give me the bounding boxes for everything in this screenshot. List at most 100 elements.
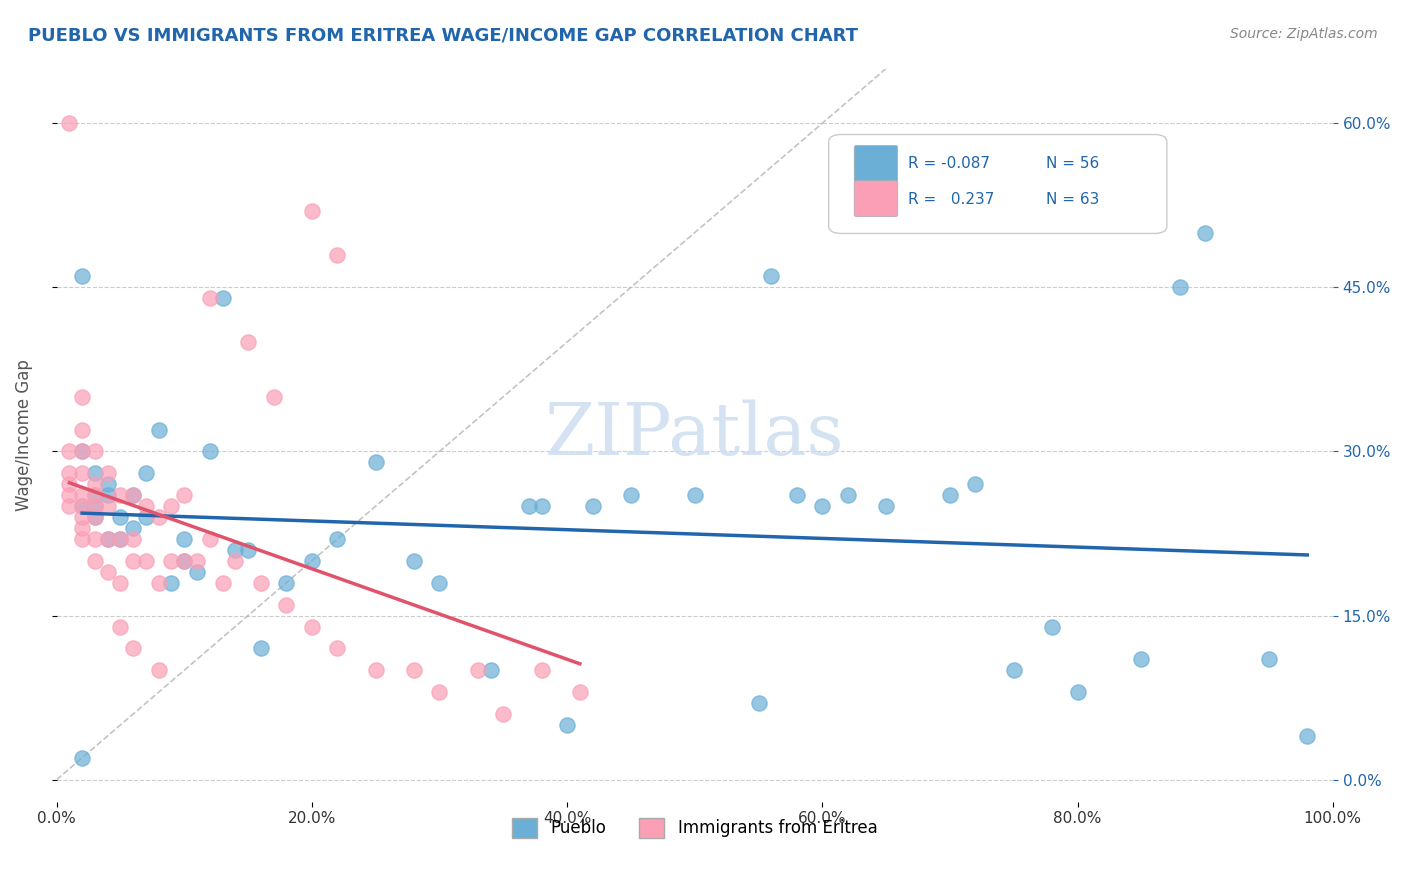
Point xyxy=(364,663,387,677)
Point xyxy=(326,641,349,656)
Legend: Pueblo, Immigrants from Eritrea: Pueblo, Immigrants from Eritrea xyxy=(505,811,884,845)
Point xyxy=(467,663,489,677)
Point xyxy=(965,477,987,491)
Point xyxy=(70,269,93,284)
Point xyxy=(97,532,120,546)
Text: ZIPatlas: ZIPatlas xyxy=(546,400,845,470)
Point xyxy=(1296,729,1319,743)
Point xyxy=(83,488,105,502)
Point xyxy=(122,488,145,502)
Point xyxy=(326,247,349,261)
Point xyxy=(301,554,323,568)
Point xyxy=(198,444,221,458)
Point xyxy=(97,467,120,481)
Point xyxy=(198,291,221,305)
Point xyxy=(811,499,834,513)
Point xyxy=(110,510,132,524)
Point xyxy=(58,477,80,491)
Point xyxy=(301,619,323,633)
Point xyxy=(211,575,233,590)
Point xyxy=(70,390,93,404)
Point xyxy=(110,575,132,590)
Point xyxy=(110,488,132,502)
Point xyxy=(837,488,859,502)
Point xyxy=(70,467,93,481)
Point xyxy=(58,467,80,481)
Point xyxy=(875,499,897,513)
Point xyxy=(110,532,132,546)
Point xyxy=(70,521,93,535)
Point xyxy=(1040,619,1063,633)
Text: R =   0.237: R = 0.237 xyxy=(908,192,994,207)
Point xyxy=(429,575,451,590)
Point xyxy=(83,510,105,524)
Point xyxy=(236,334,259,349)
Point xyxy=(83,499,105,513)
Point xyxy=(97,565,120,579)
Point xyxy=(83,532,105,546)
Point xyxy=(97,532,120,546)
Point xyxy=(224,554,246,568)
Point xyxy=(263,390,285,404)
Point xyxy=(1130,652,1153,666)
Point xyxy=(236,543,259,558)
Point xyxy=(1258,652,1281,666)
Point xyxy=(110,532,132,546)
Point xyxy=(939,488,962,502)
Point xyxy=(83,510,105,524)
Point xyxy=(402,554,425,568)
Point xyxy=(70,444,93,458)
Point xyxy=(97,477,120,491)
Point xyxy=(173,488,195,502)
Point xyxy=(186,554,208,568)
Point xyxy=(70,499,93,513)
Point xyxy=(224,543,246,558)
Point xyxy=(122,532,145,546)
Point xyxy=(148,423,170,437)
Point xyxy=(1168,280,1191,294)
Y-axis label: Wage/Income Gap: Wage/Income Gap xyxy=(15,359,32,511)
Point xyxy=(492,706,515,721)
FancyBboxPatch shape xyxy=(855,181,897,217)
Point xyxy=(70,488,93,502)
Point xyxy=(160,554,183,568)
Point xyxy=(97,499,120,513)
Point xyxy=(122,554,145,568)
Point xyxy=(160,499,183,513)
Point xyxy=(83,488,105,502)
Point xyxy=(148,575,170,590)
Text: N = 63: N = 63 xyxy=(1046,192,1099,207)
Point xyxy=(58,116,80,130)
Point xyxy=(429,685,451,699)
Point xyxy=(198,532,221,546)
Point xyxy=(249,641,271,656)
Point xyxy=(479,663,502,677)
Point xyxy=(97,488,120,502)
Text: PUEBLO VS IMMIGRANTS FROM ERITREA WAGE/INCOME GAP CORRELATION CHART: PUEBLO VS IMMIGRANTS FROM ERITREA WAGE/I… xyxy=(28,27,858,45)
Point xyxy=(160,575,183,590)
Point xyxy=(70,423,93,437)
FancyBboxPatch shape xyxy=(828,135,1167,234)
Point xyxy=(186,565,208,579)
Text: Source: ZipAtlas.com: Source: ZipAtlas.com xyxy=(1230,27,1378,41)
Point xyxy=(517,499,540,513)
Point xyxy=(1002,663,1025,677)
Point xyxy=(122,521,145,535)
Point xyxy=(83,554,105,568)
Text: N = 56: N = 56 xyxy=(1046,156,1099,171)
Point xyxy=(173,554,195,568)
Point xyxy=(530,663,553,677)
Point xyxy=(276,575,298,590)
Point xyxy=(58,488,80,502)
Point xyxy=(148,510,170,524)
Point xyxy=(58,499,80,513)
Point xyxy=(530,499,553,513)
Point xyxy=(747,696,769,710)
Point xyxy=(683,488,706,502)
Point xyxy=(70,532,93,546)
Point xyxy=(173,532,195,546)
Point xyxy=(211,291,233,305)
Point xyxy=(761,269,783,284)
Point xyxy=(276,598,298,612)
Point xyxy=(148,663,170,677)
